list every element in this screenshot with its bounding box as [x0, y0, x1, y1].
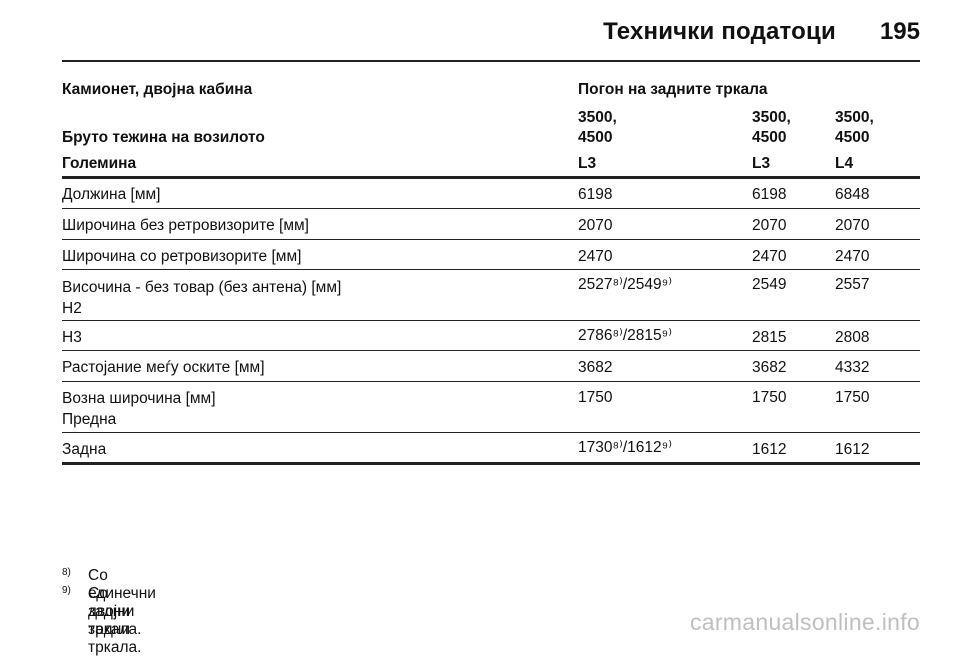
header-bottom-rule	[62, 176, 920, 179]
footnote-mark: 9)	[62, 585, 71, 596]
table-row: Должина [мм]	[62, 186, 161, 203]
table-cell: 2470	[835, 248, 870, 265]
row-divider	[62, 350, 920, 351]
table-cell: 1612	[752, 441, 787, 458]
row-divider	[62, 320, 920, 321]
page-header: Технички податоци 195	[603, 18, 920, 48]
table-cell: 2815	[752, 329, 787, 346]
size-label: Големина	[62, 155, 137, 172]
table-cell: 2070	[578, 217, 613, 234]
table-cell: 2527⁸⁾/2549⁹⁾	[578, 276, 673, 293]
table-row: Широчина без ретровизорите [мм]	[62, 217, 309, 234]
table-row: Растојание меѓу оските [мм]	[62, 359, 265, 376]
table-cell: 3682	[752, 359, 787, 376]
watermark: carmanualsonline.info	[689, 609, 920, 635]
gross-weight-label: Бруто тежина на возилото	[62, 129, 265, 146]
table-cell: 1612	[835, 441, 870, 458]
page-number: 195	[879, 18, 920, 45]
size-col2: L3	[752, 155, 771, 172]
row-divider	[62, 432, 920, 433]
table-cell: 3682	[578, 359, 613, 376]
size-col3: L4	[835, 155, 854, 172]
table-bottom-rule	[62, 462, 920, 465]
gross-weight-col1: 3500, 4500	[578, 109, 617, 146]
table-cell: 2470	[578, 248, 613, 265]
row-divider	[62, 208, 920, 209]
table-row: Возна широчина [мм] Предна	[62, 390, 216, 428]
header-divider	[62, 60, 920, 62]
gross-weight-col2: 3500, 4500	[752, 109, 791, 146]
footnote-mark: 8)	[62, 567, 71, 578]
table-cell: 2549	[752, 276, 787, 293]
table-cell: 2786⁸⁾/2815⁹⁾	[578, 327, 673, 344]
table-cell: 2808	[835, 329, 870, 346]
table-cell: 6198	[752, 186, 787, 203]
footnote-text: Со единечни задни тркала.	[88, 567, 156, 638]
row-divider	[62, 269, 920, 270]
table-cell: 2470	[752, 248, 787, 265]
table-cell: 2070	[835, 217, 870, 234]
table-row: Задна	[62, 441, 107, 458]
row-divider	[62, 239, 920, 240]
table-cell: 1750	[578, 389, 613, 406]
drive-header: Погон на задните тркала	[578, 81, 768, 98]
table-caption: Камионет, двојна кабина	[62, 81, 253, 98]
row-divider	[62, 381, 920, 382]
table-cell: 1730⁸⁾/1612⁹⁾	[578, 439, 673, 456]
table-cell: 2557	[835, 276, 870, 293]
table-cell: 4332	[835, 359, 870, 376]
gross-weight-col3: 3500, 4500	[835, 109, 874, 146]
table-cell: 6848	[835, 186, 870, 203]
table-cell: 1750	[752, 389, 787, 406]
table-cell: 2070	[752, 217, 787, 234]
table-cell: 1750	[835, 389, 870, 406]
table-row: H3	[62, 329, 82, 346]
footnote-text: Со двојни задни тркала.	[88, 585, 142, 656]
page-title: Технички податоци	[603, 18, 836, 45]
table-cell: 6198	[578, 186, 613, 203]
table-row: Височина - без товар (без антена) [мм] H…	[62, 279, 342, 317]
table-row: Широчина со ретровизорите [мм]	[62, 248, 302, 265]
size-col1: L3	[578, 155, 597, 172]
